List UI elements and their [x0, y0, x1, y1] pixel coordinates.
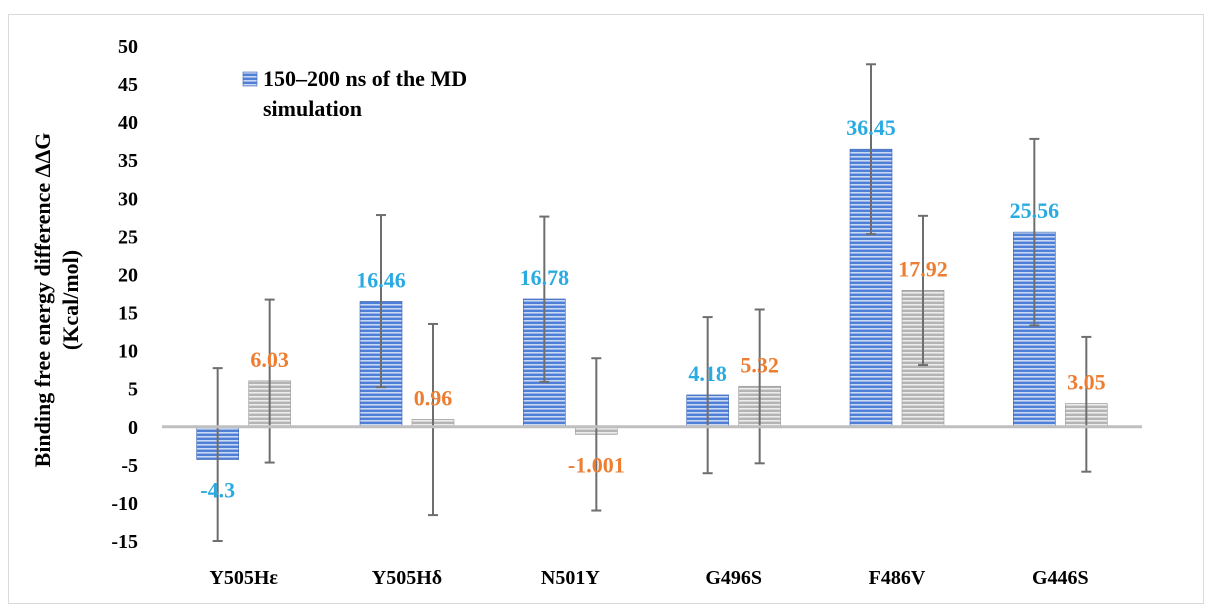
- error-bars: [212, 63, 1092, 542]
- x-tick-label: G446S: [1032, 567, 1089, 589]
- y-axis-title-line: Binding free energy difference ΔΔG: [30, 133, 55, 468]
- y-tick-label: 0: [128, 417, 138, 439]
- data-label: 25.56: [1010, 198, 1060, 223]
- y-tick-label: -5: [121, 455, 138, 477]
- y-tick-label: -10: [111, 493, 138, 515]
- y-tick-label: 25: [118, 226, 138, 248]
- data-label: 3.05: [1067, 370, 1106, 395]
- y-axis-ticks: -15 -10 -5 0 5 10 15 20 25 30 35 40 45 50: [111, 36, 138, 553]
- y-axis-label: Binding free energy difference ΔΔG (Kcal/…: [30, 133, 83, 468]
- x-tick-label: G496S: [705, 567, 762, 589]
- data-label: -1.001: [568, 452, 625, 477]
- y-tick-label: 10: [118, 341, 138, 363]
- legend-label-line: simulation: [263, 96, 362, 121]
- bars: [196, 148, 1108, 460]
- y-tick-label: 20: [118, 264, 138, 286]
- data-label: 6.03: [250, 347, 289, 372]
- data-label: 16.46: [356, 267, 406, 292]
- x-tick-label: Y505Hδ: [372, 567, 442, 589]
- y-axis-title: Binding free energy difference ΔΔG (Kcal/…: [30, 133, 83, 468]
- x-tick-label: N501Y: [541, 567, 600, 589]
- y-tick-label: 40: [118, 112, 138, 134]
- data-label: 0.96: [414, 385, 453, 410]
- y-tick-label: 35: [118, 150, 138, 172]
- legend-label-line: 150–200 ns of the MD: [263, 66, 467, 91]
- data-label: -4.3: [200, 478, 235, 503]
- x-tick-label: F486V: [869, 567, 926, 589]
- data-label: 36.45: [846, 115, 896, 140]
- legend-label: 150–200 ns of the MD simulation: [263, 66, 467, 121]
- legend-swatch: [242, 71, 258, 87]
- y-tick-label: 45: [118, 74, 138, 96]
- x-axis-ticks: Y505Hε Y505Hδ N501Y G496S F486V G446S: [209, 567, 1088, 589]
- y-tick-label: -15: [111, 531, 138, 553]
- y-tick-label: 50: [118, 36, 138, 58]
- data-label: 5.32: [740, 352, 779, 377]
- data-label: 17.92: [898, 256, 948, 281]
- y-tick-label: 5: [128, 379, 138, 401]
- x-tick-label: Y505Hε: [209, 567, 278, 589]
- y-tick-label: 30: [118, 188, 138, 210]
- legend: 150–200 ns of the MD simulation: [242, 66, 467, 121]
- data-label: 4.18: [688, 361, 727, 386]
- data-label: 16.78: [520, 265, 570, 290]
- y-tick-label: 15: [118, 303, 138, 325]
- chart-frame: [8, 14, 1204, 604]
- data-labels: -4.3 6.03 16.46 0.96 16.78 -1.001 4.18 5.32 36.4…: [200, 115, 1105, 502]
- y-axis-title-line: (Kcal/mol): [58, 250, 83, 350]
